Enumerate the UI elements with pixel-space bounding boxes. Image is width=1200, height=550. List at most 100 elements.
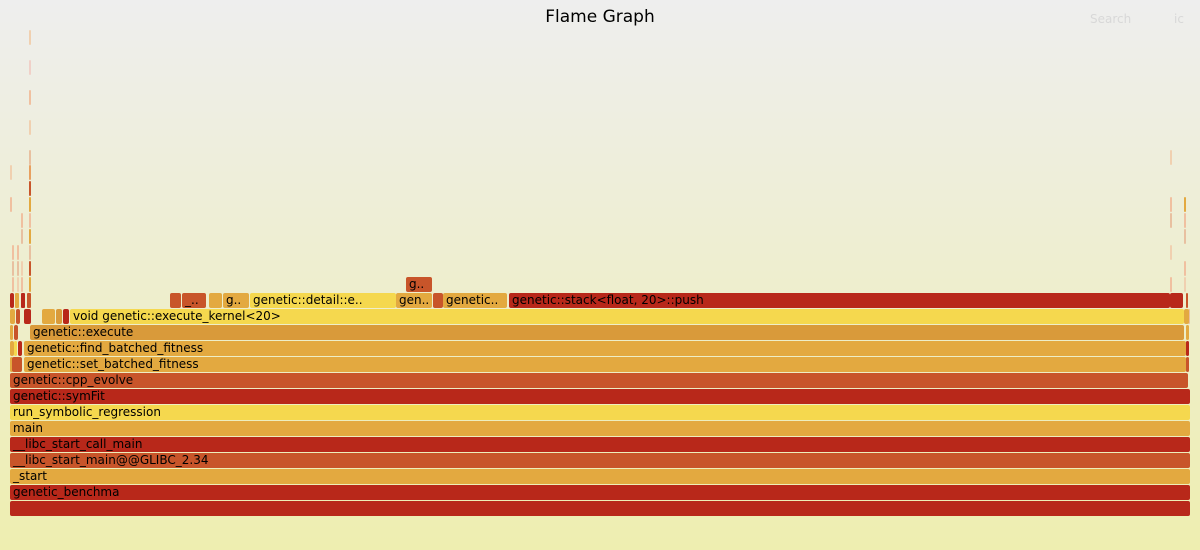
flame-frame[interactable]: main [10, 421, 1190, 436]
flame-frame-sliver[interactable] [21, 293, 25, 308]
flame-frame-sliver[interactable] [29, 60, 31, 75]
flame-frame[interactable]: genetic::execute [30, 325, 1184, 340]
flame-frame-sliver[interactable] [29, 30, 31, 45]
flame-frame-sliver[interactable] [29, 120, 31, 135]
ignore-case-toggle[interactable]: ic [1174, 12, 1184, 26]
flame-frame-sliver[interactable] [29, 90, 31, 105]
flame-frame-sliver[interactable] [21, 213, 23, 228]
flame-frame-sliver[interactable] [1170, 277, 1172, 292]
flame-frame-sliver[interactable] [21, 277, 23, 292]
flame-frame[interactable]: genetic::symFit [10, 389, 1190, 404]
flame-frame-sliver[interactable] [1184, 229, 1186, 244]
flame-frame-sliver[interactable] [21, 261, 23, 276]
flame-frame[interactable]: run_symbolic_regression [10, 405, 1190, 420]
flame-frame-label: genetic::set_batched_fitness [27, 357, 199, 371]
flame-frame[interactable] [209, 293, 222, 308]
flame-frame-sliver[interactable] [12, 277, 14, 292]
flame-frame-sliver[interactable] [1184, 213, 1186, 228]
flame-frame-sliver[interactable] [12, 261, 14, 276]
flame-frame-label: run_symbolic_regression [13, 405, 161, 419]
flame-frame-label: genetic::cpp_evolve [13, 373, 134, 387]
flame-frame-label: genetic_benchma [13, 485, 120, 499]
flame-frame-sliver[interactable] [1170, 245, 1172, 260]
flame-frame-sliver[interactable] [10, 197, 12, 212]
flame-frame[interactable] [10, 293, 14, 308]
flame-frame[interactable] [10, 341, 14, 356]
flame-frame[interactable]: genetic_benchma [10, 485, 1190, 500]
flame-frame-sliver[interactable] [29, 229, 31, 244]
flame-frame[interactable]: gen.. [396, 293, 432, 308]
search-button[interactable]: Search [1090, 12, 1132, 26]
flame-frame-sliver[interactable] [1184, 277, 1186, 292]
flame-frame[interactable]: void genetic::execute_kernel<20> [70, 309, 1184, 324]
flame-frame-label: void genetic::execute_kernel<20> [73, 309, 281, 323]
flame-frame[interactable] [10, 357, 13, 372]
flame-frame[interactable]: g.. [406, 277, 432, 292]
flame-frame[interactable]: genetic::set_batched_fitness [24, 357, 1186, 372]
flame-frame[interactable]: genetic.. [443, 293, 507, 308]
flame-frame[interactable] [1186, 341, 1189, 356]
flame-frame[interactable] [10, 309, 15, 324]
flame-frame[interactable]: __libc_start_main@@GLIBC_2.34 [10, 453, 1190, 468]
flame-frame-sliver[interactable] [1170, 150, 1172, 165]
flame-frame-sliver[interactable] [29, 213, 31, 228]
flame-frame-sliver[interactable] [29, 277, 31, 292]
flame-frame[interactable] [10, 325, 13, 340]
flame-frame-sliver[interactable] [29, 261, 31, 276]
flame-frame-sliver[interactable] [1186, 293, 1188, 308]
flame-frame-sliver[interactable] [29, 181, 31, 196]
page-title: Flame Graph [545, 7, 655, 27]
flame-frame-sliver[interactable] [17, 261, 19, 276]
flame-frame[interactable] [12, 357, 22, 372]
flame-frame[interactable] [18, 341, 22, 356]
flame-frame-sliver[interactable] [27, 293, 31, 308]
flame-frame-sliver[interactable] [12, 245, 14, 260]
flame-frame-label: gen.. [399, 293, 430, 307]
flame-frame-sliver[interactable] [1184, 197, 1186, 212]
flame-frame[interactable] [1184, 309, 1189, 324]
flame-frame[interactable] [14, 325, 18, 340]
flame-frame-sliver[interactable] [29, 165, 31, 180]
flame-frame-label: genetic::execute [33, 325, 134, 339]
flame-frame[interactable]: genetic::cpp_evolve [10, 373, 1188, 388]
flame-frame[interactable] [56, 309, 62, 324]
flame-frame-label: __libc_start_main@@GLIBC_2.34 [13, 453, 209, 467]
flame-frame-sliver[interactable] [17, 277, 19, 292]
flame-frame-label: genetic::symFit [13, 389, 105, 403]
flame-frame[interactable] [24, 309, 31, 324]
flame-frame[interactable] [16, 309, 20, 324]
flame-frame[interactable]: _start [10, 469, 1190, 484]
flame-frame-sliver[interactable] [10, 165, 12, 180]
flame-frame-sliver[interactable] [29, 245, 31, 260]
flame-frame-label: g.. [409, 277, 425, 291]
flame-frame[interactable]: __libc_start_call_main [10, 437, 1190, 452]
flame-frame-label: genetic.. [446, 293, 499, 307]
flame-frame-sliver[interactable] [29, 150, 31, 165]
flame-frame[interactable] [1170, 293, 1183, 308]
flame-frame[interactable] [14, 341, 17, 356]
flame-frame[interactable] [1186, 357, 1189, 372]
flame-frame[interactable] [433, 293, 443, 308]
flame-frame[interactable] [1186, 325, 1189, 340]
flame-frame[interactable]: _.. [182, 293, 206, 308]
flame-frame-sliver[interactable] [1184, 261, 1186, 276]
flame-frame-sliver[interactable] [29, 197, 31, 212]
flame-frame[interactable] [170, 293, 181, 308]
flame-frame[interactable] [63, 309, 69, 324]
flame-frame[interactable]: genetic::detail::e.. [250, 293, 396, 308]
flame-frame[interactable]: genetic::stack<float, 20>::push [509, 293, 1170, 308]
flame-frame-sliver[interactable] [1170, 213, 1172, 228]
flame-frame[interactable] [42, 309, 55, 324]
flame-frame[interactable]: genetic::find_batched_fitness [24, 341, 1186, 356]
flame-frame-sliver[interactable] [21, 229, 23, 244]
flame-frame[interactable]: g.. [223, 293, 249, 308]
flame-frame[interactable] [10, 501, 1190, 516]
flame-frame-label: _start [13, 469, 47, 483]
flame-frame-label: main [13, 421, 43, 435]
flame-frame-label: genetic::stack<float, 20>::push [512, 293, 704, 307]
flame-frame-sliver[interactable] [15, 293, 19, 308]
flame-frame-label: genetic::detail::e.. [253, 293, 363, 307]
flame-frame-sliver[interactable] [17, 245, 19, 260]
flame-frame-sliver[interactable] [1170, 197, 1172, 212]
flame-frame-sliver[interactable] [1188, 309, 1190, 324]
